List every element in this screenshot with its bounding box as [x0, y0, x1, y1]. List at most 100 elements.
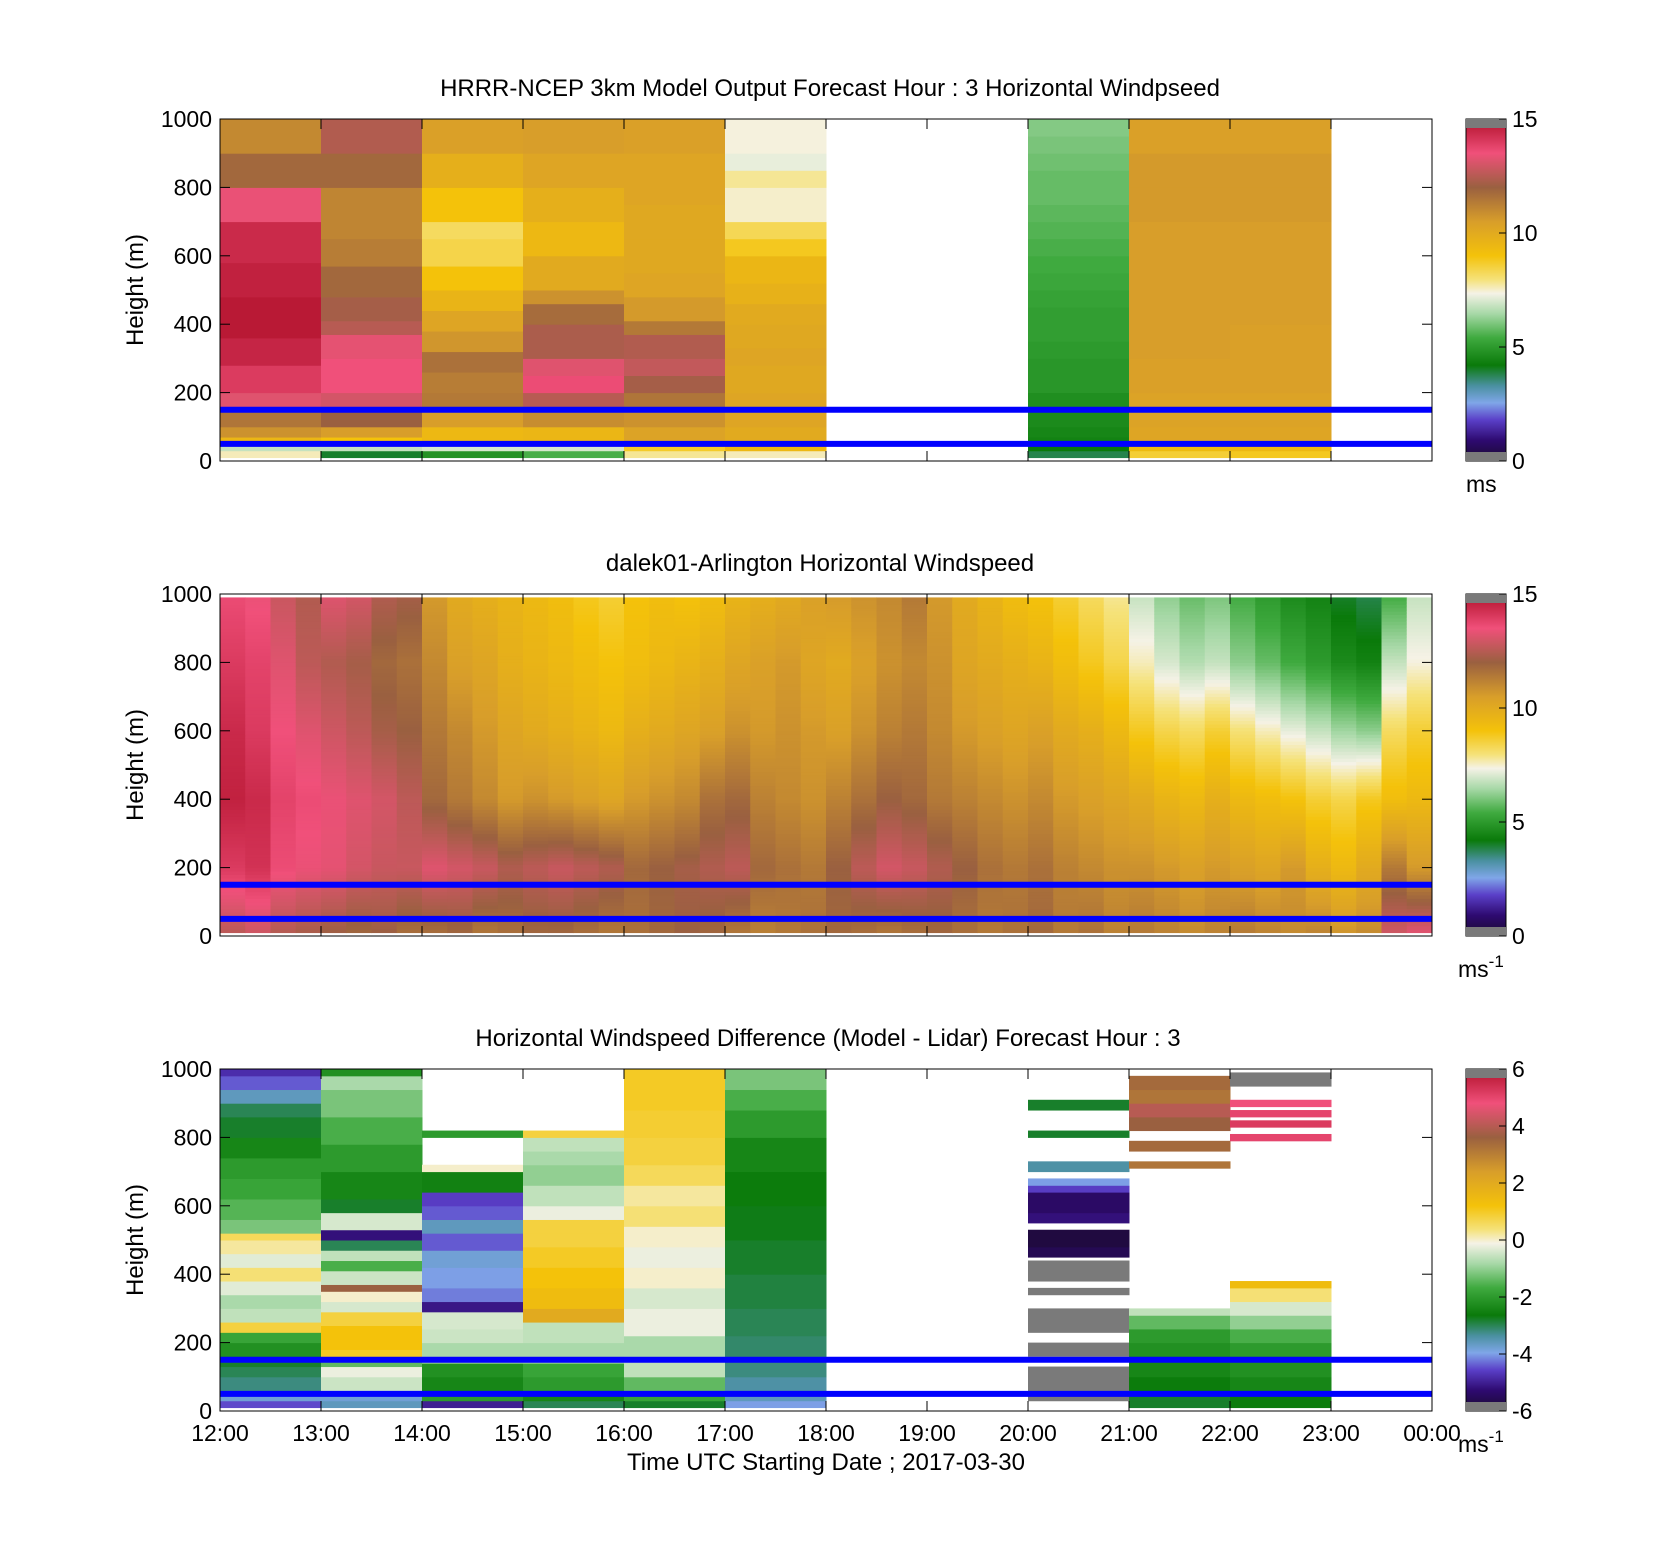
heatmap-cell: [649, 628, 675, 633]
heatmap-cell: [1280, 693, 1307, 698]
heatmap-cell: [1356, 860, 1382, 865]
heatmap-cell: [245, 665, 271, 670]
heatmap-cell: [775, 847, 802, 851]
heatmap-cell: [1230, 713, 1256, 718]
heatmap-cell: [800, 799, 827, 804]
heatmap-cell: [523, 782, 549, 787]
heatmap-cell: [775, 665, 802, 670]
heatmap-cell: [800, 836, 827, 841]
heatmap-cell: [952, 761, 978, 766]
heatmap-cell: [270, 611, 297, 616]
heatmap-cell: [573, 894, 600, 899]
heatmap-cell: [1406, 710, 1433, 715]
heatmap-cell: [422, 676, 448, 680]
heatmap-cell: [1305, 706, 1332, 711]
heatmap-cell: [321, 662, 347, 667]
heatmap-cell: [927, 669, 953, 674]
heatmap-cell: [1129, 638, 1155, 643]
heatmap-cell: [472, 652, 499, 657]
heatmap-cell: [1179, 894, 1206, 899]
heatmap-cell: [1028, 136, 1130, 154]
heatmap-cell: [851, 597, 877, 602]
heatmap-cell: [1255, 706, 1281, 711]
heatmap-cell: [977, 635, 1004, 639]
heatmap-cell: [1154, 836, 1180, 841]
heatmap-cell: [649, 617, 675, 622]
heatmap-cell: [573, 665, 600, 670]
heatmap-cell: [1255, 604, 1281, 609]
heatmap-cell: [371, 689, 398, 694]
heatmap-cell: [699, 785, 726, 790]
heatmap-cell: [422, 874, 448, 879]
heatmap-cell: [573, 631, 600, 636]
heatmap-cell: [497, 658, 524, 663]
heatmap-cell: [674, 638, 701, 643]
heatmap-cell: [1053, 621, 1079, 626]
heatmap-cell: [725, 843, 751, 848]
heatmap-cell: [775, 710, 802, 715]
heatmap-cell: [826, 761, 852, 766]
heatmap-cell: [750, 604, 776, 609]
heatmap-cell: [750, 734, 776, 739]
heatmap-cell: [220, 1400, 322, 1409]
heatmap-cell: [1028, 638, 1054, 643]
heatmap-cell: [1179, 665, 1206, 670]
heatmap-cell: [1381, 679, 1408, 684]
heatmap-cell: [1028, 829, 1054, 834]
heatmap-cell: [598, 788, 625, 793]
heatmap-cell: [927, 720, 953, 725]
heatmap-cell: [1204, 775, 1231, 780]
heatmap-cell: [321, 266, 423, 298]
heatmap-cell: [1028, 922, 1054, 927]
heatmap-cell: [1129, 894, 1155, 899]
heatmap-cell: [321, 867, 347, 872]
heatmap-cell: [775, 857, 802, 862]
heatmap-cell: [1154, 665, 1180, 670]
heatmap-cell: [321, 409, 423, 428]
heatmap-cell: [548, 696, 574, 701]
heatmap-cell: [1230, 857, 1256, 862]
heatmap-cell: [901, 706, 928, 711]
heatmap-cell: [1381, 717, 1408, 722]
heatmap-cell: [1280, 758, 1307, 763]
heatmap-cell: [876, 624, 903, 629]
panel-model-reference-lines: [220, 406, 1432, 447]
heatmap-cell: [1280, 833, 1307, 838]
heatmap-cell: [649, 853, 675, 858]
heatmap-cell: [1028, 823, 1054, 828]
heatmap-cell: [1154, 922, 1180, 927]
heatmap-cell: [1305, 597, 1332, 602]
heatmap-cell: [1103, 754, 1130, 759]
heatmap-cell: [826, 823, 852, 828]
heatmap-cell: [548, 758, 574, 763]
heatmap-cell: [1103, 898, 1130, 903]
heatmap-cell: [1028, 771, 1054, 776]
heatmap-cell: [371, 723, 398, 728]
heatmap-cell: [851, 737, 877, 742]
heatmap-cell: [674, 792, 701, 797]
heatmap-cell: [1381, 795, 1408, 800]
heatmap-cell: [1406, 860, 1433, 865]
heatmap-cell: [1154, 826, 1180, 831]
heatmap-cell: [472, 696, 499, 701]
heatmap-cell: [977, 727, 1004, 732]
heatmap-cell: [321, 891, 347, 896]
heatmap-cell: [1331, 686, 1357, 691]
heatmap-cell: [1078, 617, 1105, 622]
heatmap-cell: [1305, 905, 1332, 910]
heatmap-cell: [1028, 645, 1054, 650]
heatmap-cell: [901, 710, 928, 715]
heatmap-cell: [371, 891, 398, 896]
heatmap-cell: [901, 607, 928, 612]
heatmap-cell: [1406, 720, 1433, 725]
heatmap-cell: [1129, 847, 1155, 851]
heatmap-cell: [1129, 871, 1155, 875]
heatmap-cell: [1280, 730, 1307, 735]
heatmap-cell: [1356, 823, 1382, 828]
heatmap-cell: [674, 761, 701, 766]
heatmap-cell: [1179, 782, 1206, 787]
heatmap-cell: [1002, 785, 1029, 790]
heatmap-cell: [1129, 795, 1155, 800]
heatmap-cell: [649, 819, 675, 824]
heatmap-cell: [598, 799, 625, 804]
